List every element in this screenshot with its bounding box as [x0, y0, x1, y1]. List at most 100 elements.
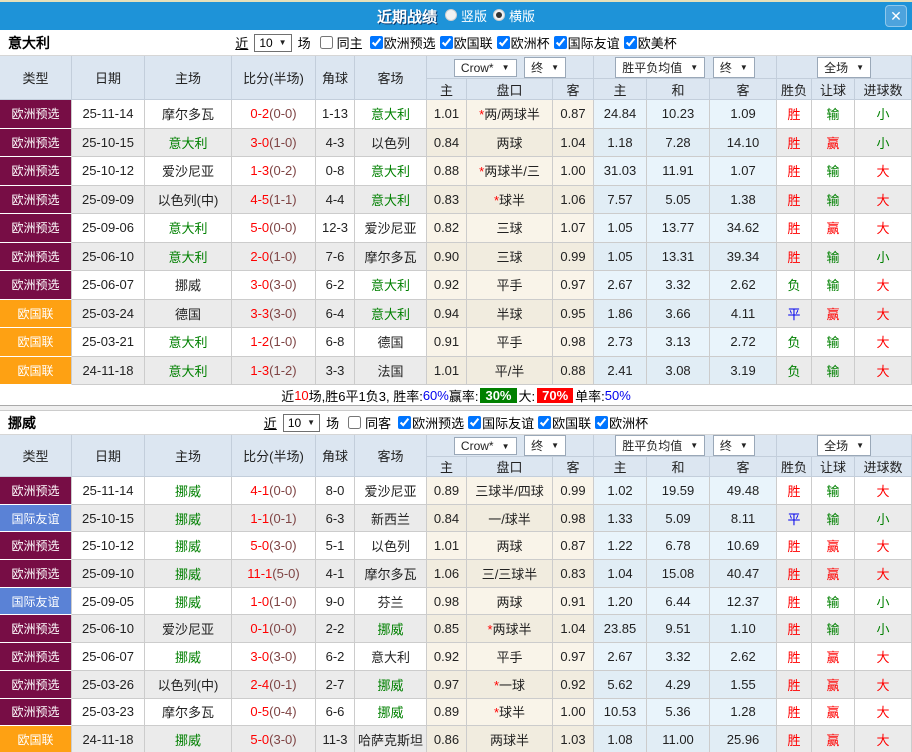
chevron-down-icon: ▼ [501, 441, 510, 451]
chevron-down-icon: ▼ [856, 441, 865, 450]
table-row: 欧洲预选 25-06-07 挪威 3-0(3-0) 6-2 意大利 0.92 平… [0, 271, 912, 300]
league-checkbox[interactable] [538, 416, 552, 429]
home-team: 挪威 [145, 532, 232, 561]
avg-draw-odds: 3.08 [647, 356, 711, 385]
away-team: 芬兰 [355, 587, 427, 616]
col-type: 类型 [0, 56, 72, 100]
fulltime-select[interactable]: 全场 ▼ [817, 56, 872, 78]
bookmaker-select[interactable]: Crow* ▼ [453, 437, 517, 455]
league-filter[interactable]: 欧美杯 [620, 33, 677, 52]
result-goals: 大 [855, 271, 912, 300]
result-wdl: 胜 [777, 643, 813, 671]
match-date: 25-06-10 [72, 242, 145, 271]
result-wdl: 胜 [777, 726, 813, 752]
col-home: 主场 [145, 435, 232, 477]
close-icon[interactable]: ✕ [885, 5, 907, 27]
league-checkbox[interactable] [595, 416, 609, 429]
result-handicap: 赢 [812, 698, 856, 727]
col-date: 日期 [72, 435, 145, 477]
league-checkbox[interactable] [553, 36, 567, 49]
result-handicap: 输 [812, 157, 856, 186]
col-score: 比分(半场) [232, 435, 316, 477]
league-filter[interactable]: 欧洲杯 [591, 413, 648, 432]
final-avg-select[interactable]: 终 ▼ [712, 435, 755, 456]
league-label: 欧国联 [552, 416, 592, 431]
league-filter[interactable]: 国际友谊 [464, 413, 534, 432]
handicap: 一/球半 [467, 504, 553, 533]
radio-icon[interactable] [493, 9, 505, 22]
avg-odds-select[interactable]: 胜平负均值 ▼ [615, 435, 706, 456]
fulltime-select[interactable]: 全场 ▼ [817, 435, 872, 456]
match-type-badge: 欧洲预选 [0, 157, 72, 186]
result-goals: 大 [855, 643, 912, 671]
league-checkbox[interactable] [398, 416, 412, 429]
avg-win-odds: 10.53 [594, 698, 648, 727]
away-odds: 0.87 [553, 532, 595, 561]
away-odds: 0.83 [553, 560, 595, 588]
league-filter[interactable]: 欧洲预选 [394, 413, 464, 432]
avg-win-odds: 1.33 [594, 504, 648, 533]
corners: 8-0 [316, 477, 355, 505]
same-home-filter[interactable]: 同主 [314, 33, 363, 52]
chevron-down-icon: ▼ [551, 62, 560, 72]
final-odds-select[interactable]: 终 ▼ [524, 56, 567, 78]
score-halftime: 0-1(0-0) [232, 615, 316, 644]
avg-lose-odds: 1.09 [710, 100, 778, 129]
league-filter[interactable]: 欧国联 [534, 413, 591, 432]
match-type-badge: 欧洲预选 [0, 477, 72, 505]
home-odds: 0.83 [427, 185, 467, 214]
handicap: 两球 [467, 128, 553, 157]
away-odds: 1.04 [553, 128, 595, 157]
radio-icon[interactable] [444, 9, 457, 22]
match-type-badge: 欧国联 [0, 726, 72, 752]
result-goals: 大 [855, 356, 912, 385]
final-odds-select[interactable]: 终 ▼ [524, 435, 567, 456]
result-goals: 小 [855, 615, 912, 644]
match-type-badge: 欧洲预选 [0, 643, 72, 671]
league-checkbox[interactable] [369, 36, 383, 49]
layout-radio-option[interactable]: 竖版 [444, 6, 487, 25]
final-avg-select[interactable]: 终 ▼ [712, 56, 755, 78]
league-checkbox[interactable] [496, 36, 510, 49]
table-row: 欧洲预选 25-10-12 挪威 5-0(3-0) 5-1 以色列 1.01 两… [0, 532, 912, 561]
avg-group-header: 胜平负均值 ▼ 终 ▼ [594, 56, 778, 79]
match-date: 25-06-10 [72, 615, 145, 644]
away-odds: 1.04 [553, 615, 595, 644]
same-away-filter[interactable]: 同客 [342, 413, 391, 432]
col-away-odds: 客 [553, 79, 595, 100]
league-filter[interactable]: 欧国联 [436, 33, 493, 52]
single-rate: 50% [604, 387, 631, 403]
same-home-checkbox[interactable] [319, 36, 333, 49]
home-team: 爱沙尼亚 [145, 615, 232, 644]
match-count-select[interactable]: 10 ▼ [282, 413, 321, 432]
col-wdl: 胜负 [777, 79, 813, 100]
avg-draw-odds: 9.51 [647, 615, 711, 644]
col-avg-home: 主 [594, 79, 648, 100]
league-checkbox[interactable] [468, 416, 482, 429]
avg-odds-select[interactable]: 胜平负均值 ▼ [615, 56, 706, 78]
league-filter[interactable]: 欧洲预选 [366, 33, 436, 52]
result-wdl: 胜 [777, 185, 813, 214]
league-filter[interactable]: 国际友谊 [550, 33, 620, 52]
away-team: 爱沙尼亚 [355, 214, 427, 243]
avg-draw-odds: 13.77 [647, 214, 711, 243]
match-type-badge: 欧洲预选 [0, 271, 72, 300]
avg-win-odds: 5.62 [594, 670, 648, 699]
handicap: *两/两球半 [467, 100, 553, 129]
result-group-header: 全场 ▼ [777, 56, 912, 79]
league-checkbox[interactable] [623, 36, 637, 49]
table-row: 欧洲预选 25-06-10 意大利 2-0(1-0) 7-6 摩尔多瓦 0.90… [0, 242, 912, 271]
same-away-checkbox[interactable] [348, 416, 362, 429]
bookmaker-select[interactable]: Crow* ▼ [453, 58, 517, 77]
league-filter[interactable]: 欧洲杯 [493, 33, 550, 52]
result-handicap: 赢 [812, 128, 856, 157]
score-halftime: 1-0(1-0) [232, 587, 316, 616]
table-row: 欧洲预选 25-11-14 挪威 4-1(0-0) 8-0 爱沙尼亚 0.89 … [0, 477, 912, 505]
match-count-select[interactable]: 10 ▼ [254, 33, 292, 52]
corners: 6-3 [316, 504, 355, 533]
corners: 6-2 [316, 643, 355, 671]
league-checkbox[interactable] [439, 36, 453, 49]
layout-radio-option[interactable]: 横版 [493, 6, 535, 25]
score-halftime: 3-0(3-0) [232, 643, 316, 671]
col-let: 让球 [812, 79, 856, 100]
